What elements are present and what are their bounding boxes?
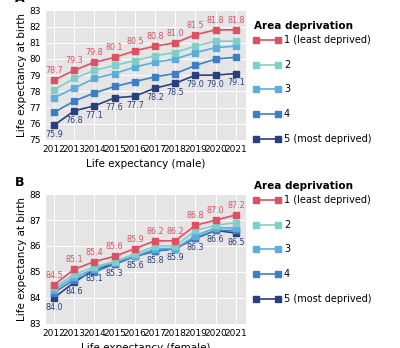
Text: 5 (most deprived): 5 (most deprived): [284, 294, 372, 304]
Text: 3: 3: [284, 244, 290, 254]
Text: 84.0: 84.0: [45, 303, 63, 311]
Text: 85.8: 85.8: [146, 256, 164, 265]
Text: 85.3: 85.3: [106, 269, 124, 278]
Text: 85.1: 85.1: [86, 274, 103, 283]
Y-axis label: Life expectancy at birth: Life expectancy at birth: [17, 13, 27, 137]
Text: 80.1: 80.1: [106, 44, 124, 53]
Text: 77.7: 77.7: [126, 101, 144, 110]
Text: 78.5: 78.5: [166, 88, 184, 97]
X-axis label: Life expectancy (female): Life expectancy (female): [81, 343, 211, 348]
Text: 84.6: 84.6: [66, 287, 83, 296]
Y-axis label: Life expectancy at birth: Life expectancy at birth: [17, 197, 27, 321]
Text: 4: 4: [284, 109, 290, 119]
Text: Area deprivation: Area deprivation: [254, 21, 353, 31]
Text: B: B: [15, 176, 24, 189]
Text: 79.8: 79.8: [86, 48, 103, 57]
Text: 81.0: 81.0: [166, 29, 184, 38]
Text: 80.5: 80.5: [126, 37, 144, 46]
Text: 87.2: 87.2: [227, 201, 245, 210]
Text: 77.6: 77.6: [106, 103, 124, 112]
Text: 80.8: 80.8: [146, 32, 164, 41]
Text: 85.9: 85.9: [166, 253, 184, 262]
Text: 75.9: 75.9: [45, 130, 63, 139]
Text: 2: 2: [284, 60, 290, 70]
Text: 1 (least deprived): 1 (least deprived): [284, 195, 371, 205]
Text: 77.1: 77.1: [86, 111, 103, 120]
Text: 86.8: 86.8: [187, 212, 204, 220]
Text: 76.8: 76.8: [66, 116, 83, 125]
Text: 1 (least deprived): 1 (least deprived): [284, 35, 371, 45]
Text: Area deprivation: Area deprivation: [254, 181, 353, 191]
Text: 85.9: 85.9: [126, 235, 144, 244]
Text: 86.3: 86.3: [187, 243, 204, 252]
Text: 79.0: 79.0: [207, 80, 224, 89]
Text: 86.2: 86.2: [146, 227, 164, 236]
Text: 4: 4: [284, 269, 290, 279]
Text: 87.0: 87.0: [207, 206, 224, 215]
Text: 84.5: 84.5: [45, 271, 63, 280]
Text: 2: 2: [284, 220, 290, 230]
Text: 81.5: 81.5: [187, 21, 204, 30]
Text: 5 (most deprived): 5 (most deprived): [284, 134, 372, 144]
Text: 81.8: 81.8: [207, 16, 224, 25]
Text: 85.6: 85.6: [126, 261, 144, 270]
Text: 86.2: 86.2: [166, 227, 184, 236]
Text: 85.1: 85.1: [66, 255, 83, 264]
Text: 78.2: 78.2: [146, 93, 164, 102]
Text: 81.8: 81.8: [227, 16, 245, 25]
Text: 85.6: 85.6: [106, 243, 124, 252]
Text: 79.0: 79.0: [187, 80, 204, 89]
Text: A: A: [15, 0, 25, 5]
Text: 85.4: 85.4: [86, 248, 103, 257]
Text: 79.3: 79.3: [66, 56, 83, 65]
Text: 78.7: 78.7: [45, 66, 63, 75]
Text: 86.6: 86.6: [207, 235, 224, 244]
Text: 79.1: 79.1: [227, 78, 245, 87]
Text: 3: 3: [284, 84, 290, 94]
X-axis label: Life expectancy (male): Life expectancy (male): [86, 159, 206, 169]
Text: 86.5: 86.5: [227, 238, 245, 247]
